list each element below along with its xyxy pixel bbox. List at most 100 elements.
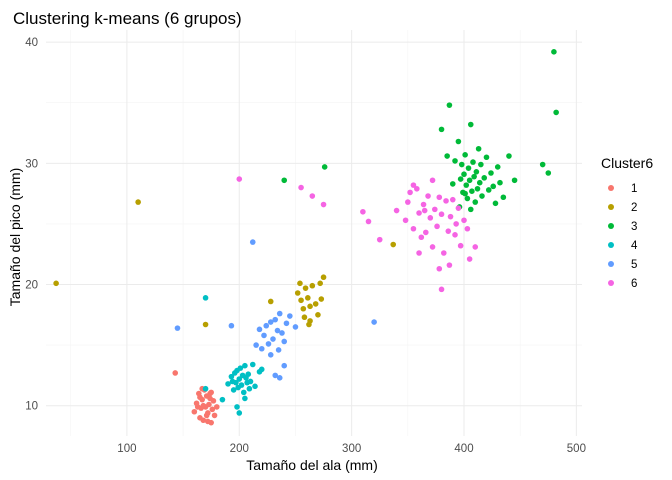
data-point-cluster-5 <box>249 239 256 245</box>
data-point-cluster-6 <box>405 199 411 205</box>
data-point-cluster-3 <box>463 182 470 188</box>
data-point-cluster-1 <box>209 406 216 413</box>
data-point-cluster-3 <box>467 206 474 213</box>
data-point-cluster-2 <box>298 297 304 304</box>
data-point-cluster-1 <box>191 408 198 415</box>
data-point-cluster-3 <box>511 177 518 184</box>
data-point-cluster-3 <box>494 164 501 170</box>
data-point-cluster-6 <box>425 193 431 199</box>
data-point-cluster-5 <box>253 342 259 348</box>
data-point-cluster-2 <box>53 280 59 287</box>
legend-key-3 <box>608 223 614 229</box>
y-tick-label: 10 <box>25 401 38 413</box>
x-tick-label: 500 <box>567 443 586 455</box>
data-point-cluster-6 <box>436 265 443 272</box>
grid <box>46 30 582 436</box>
data-point-cluster-3 <box>551 49 557 55</box>
data-point-cluster-4 <box>225 381 231 387</box>
data-point-cluster-4 <box>245 371 252 377</box>
data-point-cluster-5 <box>258 345 265 352</box>
data-point-cluster-6 <box>464 225 471 232</box>
data-point-cluster-2 <box>294 290 301 296</box>
data-point-cluster-3 <box>500 194 507 201</box>
data-point-cluster-6 <box>445 228 452 234</box>
x-tick-label: 400 <box>454 443 473 455</box>
data-point-cluster-5 <box>275 347 282 353</box>
data-point-cluster-3 <box>506 153 512 159</box>
data-point-cluster-3 <box>470 159 476 165</box>
data-point-cluster-4 <box>202 295 209 301</box>
data-point-cluster-1 <box>194 404 201 410</box>
data-point-cluster-3 <box>321 164 328 170</box>
data-point-cluster-2 <box>307 303 313 310</box>
data-point-cluster-4 <box>258 366 265 373</box>
data-point-cluster-4 <box>249 361 256 368</box>
data-point-cluster-6 <box>360 208 366 215</box>
data-point-cluster-3 <box>449 181 456 187</box>
data-point-cluster-5 <box>279 330 285 336</box>
data-point-cluster-2 <box>306 321 312 328</box>
data-point-cluster-6 <box>416 250 422 256</box>
data-point-cluster-3 <box>444 153 450 159</box>
data-point-cluster-4 <box>237 365 244 371</box>
data-point-cluster-6 <box>414 185 420 192</box>
data-point-cluster-5 <box>256 326 263 333</box>
y-tick-label: 20 <box>25 280 38 292</box>
data-point-cluster-6 <box>298 184 304 191</box>
data-point-cluster-2 <box>202 321 209 328</box>
data-point-cluster-6 <box>453 221 459 227</box>
data-point-cluster-5 <box>272 316 279 323</box>
data-point-cluster-6 <box>429 244 436 250</box>
data-point-cluster-2 <box>312 301 319 307</box>
data-point-cluster-3 <box>458 161 465 168</box>
data-point-cluster-2 <box>267 298 274 305</box>
data-point-cluster-5 <box>228 322 235 329</box>
data-point-cluster-4 <box>242 362 248 369</box>
data-point-cluster-3 <box>455 138 462 145</box>
legend-key-5 <box>608 261 614 267</box>
data-point-cluster-3 <box>479 193 485 199</box>
data-point-cluster-3 <box>490 183 497 190</box>
legend-label-2: 2 <box>631 202 637 214</box>
data-point-cluster-1 <box>200 402 207 409</box>
data-point-cluster-5 <box>287 313 293 319</box>
legend-key-1 <box>608 185 614 191</box>
data-point-cluster-5 <box>270 336 276 342</box>
data-point-cluster-3 <box>472 199 479 205</box>
data-point-cluster-3 <box>464 195 471 202</box>
data-point-cluster-3 <box>539 161 546 168</box>
data-point-cluster-5 <box>274 327 281 334</box>
data-point-cluster-4 <box>242 395 248 402</box>
data-point-cluster-5 <box>281 362 288 369</box>
legend-label-1: 1 <box>631 183 637 195</box>
data-point-cluster-1 <box>197 394 203 401</box>
y-tick-label: 30 <box>25 158 38 170</box>
data-point-cluster-6 <box>309 193 316 199</box>
data-point-cluster-4 <box>236 410 243 416</box>
data-point-cluster-6 <box>438 211 445 218</box>
data-point-cluster-5 <box>371 319 377 325</box>
data-point-cluster-6 <box>420 201 427 208</box>
data-point-cluster-2 <box>301 314 308 321</box>
data-point-cluster-6 <box>365 218 372 225</box>
data-point-cluster-2 <box>297 280 303 287</box>
data-point-cluster-1 <box>200 417 207 424</box>
data-point-cluster-6 <box>421 207 428 214</box>
data-point-cluster-6 <box>436 194 443 201</box>
data-point-cluster-1 <box>206 401 212 408</box>
data-point-cluster-3 <box>478 161 484 168</box>
data-point-cluster-6 <box>431 206 438 213</box>
data-point-cluster-2 <box>302 285 309 291</box>
data-point-cluster-3 <box>474 185 481 192</box>
data-point-cluster-3 <box>471 173 477 180</box>
data-point-cluster-6 <box>466 256 473 262</box>
data-point-cluster-5 <box>272 372 279 379</box>
data-point-cluster-6 <box>429 177 436 184</box>
data-point-cluster-4 <box>246 385 253 392</box>
data-point-cluster-6 <box>416 210 422 216</box>
data-point-cluster-2 <box>309 282 316 289</box>
data-point-cluster-3 <box>545 170 552 176</box>
data-point-cluster-6 <box>447 213 454 220</box>
y-axis-title: Tamaño del pico (mm) <box>7 168 23 307</box>
data-point-cluster-3 <box>462 152 468 158</box>
